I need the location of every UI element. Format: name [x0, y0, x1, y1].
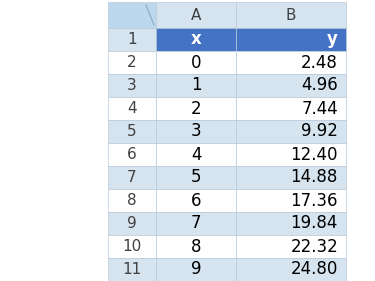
Bar: [236, 212, 346, 235]
Bar: [156, 2, 236, 28]
Bar: [236, 120, 346, 143]
Bar: [156, 28, 236, 51]
Text: 9: 9: [127, 216, 137, 231]
Text: 19.84: 19.84: [291, 214, 338, 232]
Text: 2.48: 2.48: [301, 53, 338, 71]
Text: 24.80: 24.80: [291, 260, 338, 278]
Bar: [156, 97, 236, 120]
Text: x: x: [190, 31, 201, 49]
Text: 8: 8: [191, 237, 201, 255]
Bar: [156, 143, 236, 166]
Bar: [236, 143, 346, 166]
Bar: [156, 189, 236, 212]
Text: 11: 11: [122, 262, 142, 277]
Bar: [236, 189, 346, 212]
Bar: [236, 51, 346, 74]
Bar: [108, 212, 156, 235]
Bar: [108, 28, 156, 51]
Text: 2: 2: [127, 55, 137, 70]
Bar: [108, 235, 156, 258]
Text: 5: 5: [127, 124, 137, 139]
Bar: [156, 258, 236, 281]
Text: 9: 9: [191, 260, 201, 278]
Text: y: y: [327, 31, 338, 49]
Bar: [236, 97, 346, 120]
Text: 22.32: 22.32: [290, 237, 338, 255]
Text: 4: 4: [191, 146, 201, 164]
Bar: [108, 143, 156, 166]
Text: 14.88: 14.88: [291, 169, 338, 187]
Text: 7: 7: [191, 214, 201, 232]
Bar: [236, 74, 346, 97]
Text: 9.92: 9.92: [301, 123, 338, 140]
Text: B: B: [286, 8, 296, 22]
Bar: [108, 120, 156, 143]
Text: 3: 3: [190, 123, 201, 140]
Text: 1: 1: [190, 76, 201, 94]
Text: 17.36: 17.36: [291, 191, 338, 210]
Bar: [108, 97, 156, 120]
Bar: [156, 166, 236, 189]
Bar: [156, 212, 236, 235]
Bar: [236, 166, 346, 189]
Bar: [108, 51, 156, 74]
Bar: [156, 51, 236, 74]
Bar: [108, 166, 156, 189]
Bar: [236, 258, 346, 281]
Text: 7: 7: [127, 170, 137, 185]
Bar: [236, 235, 346, 258]
Bar: [236, 2, 346, 28]
Text: 10: 10: [122, 239, 142, 254]
Bar: [156, 120, 236, 143]
Text: 8: 8: [127, 193, 137, 208]
Text: 3: 3: [127, 78, 137, 93]
Text: 1: 1: [127, 32, 137, 47]
Text: 4: 4: [127, 101, 137, 116]
Text: 12.40: 12.40: [291, 146, 338, 164]
Bar: [108, 189, 156, 212]
Text: 7.44: 7.44: [301, 99, 338, 117]
Bar: [236, 28, 346, 51]
Text: 6: 6: [191, 191, 201, 210]
Bar: [108, 258, 156, 281]
Bar: [108, 74, 156, 97]
Bar: [108, 2, 156, 28]
Bar: [156, 74, 236, 97]
Text: 5: 5: [191, 169, 201, 187]
Bar: [156, 235, 236, 258]
Text: 2: 2: [190, 99, 201, 117]
Text: 4.96: 4.96: [301, 76, 338, 94]
Text: 6: 6: [127, 147, 137, 162]
Text: 0: 0: [191, 53, 201, 71]
Text: A: A: [191, 8, 201, 22]
